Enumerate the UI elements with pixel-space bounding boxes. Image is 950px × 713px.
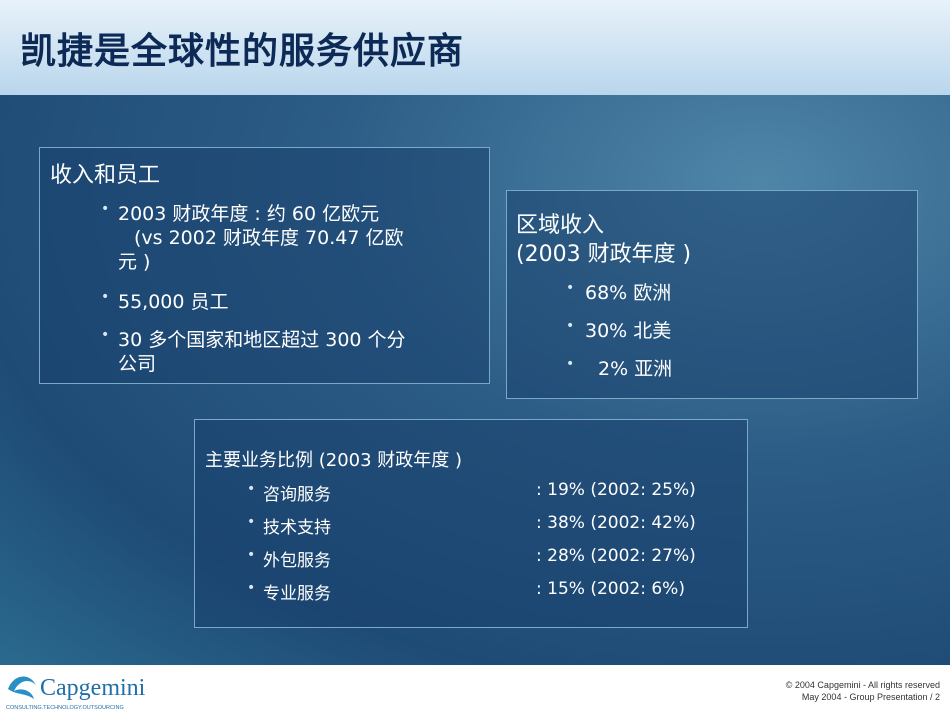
bullet-text: (vs 2002 财政年度 70.47 亿欧	[134, 227, 404, 249]
copyright-line: © 2004 Capgemini - All rights reserved	[785, 680, 940, 690]
bullet: •	[247, 580, 256, 596]
heading: 收入和员工	[50, 163, 161, 188]
bullet-text: 2% 亚洲	[598, 358, 673, 380]
bullet: •	[566, 356, 575, 372]
box	[506, 190, 918, 399]
row-label: 外包服务	[263, 551, 331, 571]
bullet-text: 元 )	[118, 251, 151, 273]
row-value: : 15% (2002: 6%)	[536, 579, 685, 599]
bullet: •	[101, 201, 110, 217]
bullet: •	[247, 481, 256, 497]
row-value: : 38% (2002: 42%)	[536, 513, 696, 533]
row-value: : 28% (2002: 27%)	[536, 546, 696, 566]
bullet: •	[566, 318, 575, 334]
bullet-text: 2003 财政年度 : 约 60 亿欧元	[118, 203, 380, 225]
logo-icon	[8, 676, 36, 699]
row-value: : 19% (2002: 25%)	[536, 480, 696, 500]
tagline: CONSULTING.TECHNOLOGY.OUTSOURCING	[6, 705, 124, 711]
bullet-text: 30% 北美	[585, 320, 672, 342]
bullet: •	[101, 289, 110, 305]
heading: 区域收入	[516, 213, 605, 238]
row-label: 咨询服务	[263, 485, 331, 505]
bullet-text: 30 多个国家和地区超过 300 个分	[118, 329, 406, 351]
slide-title: 凯捷是全球性的服务供应商	[20, 31, 465, 72]
copyright-line: May 2004 - Group Presentation / 2	[801, 692, 940, 702]
slide-body	[0, 95, 950, 665]
heading: (2003 财政年度 )	[516, 242, 692, 267]
bullet: •	[101, 327, 110, 343]
heading: 主要业务比例 (2003 财政年度 )	[205, 450, 463, 471]
row-label: 技术支持	[263, 518, 331, 538]
footer: Capgemini CONSULTING.TECHNOLOGY.OUTSOURC…	[0, 665, 950, 713]
row-label: 专业服务	[263, 584, 331, 604]
bullet-text: 68% 欧洲	[585, 282, 672, 304]
bullet-text: 公司	[118, 353, 157, 375]
bullet: •	[247, 514, 256, 530]
box	[194, 419, 748, 628]
logo-text: Capgemini	[40, 675, 146, 701]
bullet-text: 55,000 员工	[118, 291, 229, 313]
logo: Capgemini CONSULTING.TECHNOLOGY.OUTSOURC…	[6, 675, 146, 711]
bullet: •	[247, 547, 256, 563]
copyright: © 2004 Capgemini - All rights reserved M…	[786, 679, 940, 703]
box	[39, 147, 490, 384]
title-bar: 凯捷是全球性的服务供应商	[0, 0, 950, 95]
bullet: •	[566, 280, 575, 296]
